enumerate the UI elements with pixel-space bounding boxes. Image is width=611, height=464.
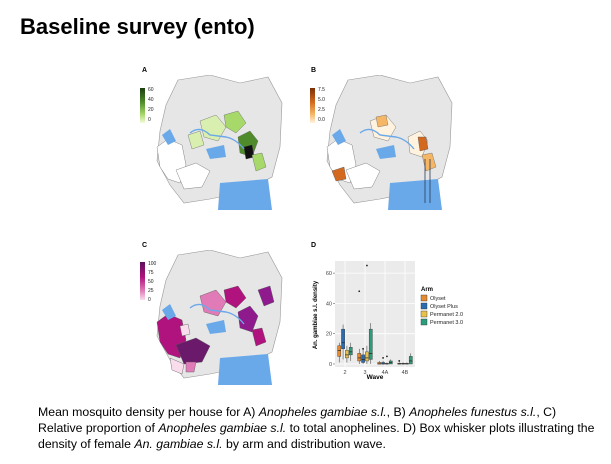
box	[337, 345, 342, 357]
box	[357, 353, 362, 362]
box	[368, 328, 373, 360]
legend-tick-c-4: 25	[148, 288, 154, 294]
map-c	[140, 250, 283, 385]
box-permanet-3-0-wave-2	[348, 342, 353, 361]
legend-entry: Olyset Plus	[430, 304, 458, 310]
outlier-point	[398, 360, 401, 362]
box-permanet-3-0-wave-4a	[388, 359, 393, 365]
y-tick-label: 0	[329, 362, 332, 368]
legend-tick-c-2: 75	[148, 270, 154, 276]
box-permanet-3-0-wave-4b	[408, 353, 413, 365]
legend-tick-b-3: 2.5	[318, 107, 325, 113]
outlier-point	[382, 357, 384, 359]
box-permanet-2-0-wave-2	[345, 345, 349, 363]
y-tick-label: 20	[326, 332, 332, 338]
legend-colorbar-a	[140, 88, 145, 123]
legend-tick-a-4: 0	[148, 117, 151, 123]
caption-part: Mean mosquito density per house for A)	[38, 405, 259, 419]
caption-part: Anopheles gambiae s.l.	[158, 421, 287, 435]
panel-label-c: C	[142, 242, 148, 249]
caption-part: Anopheles gambiae s.l.	[258, 405, 387, 419]
legend-tick-b-1: 7.5	[318, 87, 325, 93]
box-olyset-plus-wave-3	[361, 348, 365, 364]
box	[361, 354, 365, 363]
caption-part: An. gambiae s.l.	[134, 437, 223, 451]
x-axis-label: Wave	[367, 374, 384, 381]
outlier-point	[362, 347, 364, 350]
figure-caption: Mean mosquito density per house for A) A…	[38, 404, 598, 452]
legend-swatch	[420, 294, 428, 302]
caption-part: Anopheles funestus s.l.	[409, 405, 537, 419]
panel-label-a: A	[142, 67, 148, 74]
box	[345, 350, 349, 359]
box-olyset-plus-wave-2	[341, 324, 345, 360]
legend-tick-c-3: 50	[148, 279, 154, 285]
legend-colorbar-c	[140, 262, 145, 300]
legend-swatch	[420, 302, 428, 310]
box	[365, 351, 369, 362]
slide-title: Baseline survey (ento)	[20, 14, 255, 39]
x-tick-label: 2	[343, 370, 346, 376]
box-olyset-wave-4b	[397, 362, 402, 365]
legend-swatch	[420, 310, 428, 318]
y-axis-label: An. gambiae s.l. density	[313, 280, 319, 349]
legend-title: Arm	[421, 287, 433, 293]
box-olyset-wave-2	[337, 342, 342, 363]
box-olyset-wave-3	[357, 348, 362, 364]
map-a	[140, 75, 283, 210]
caption-part: , B)	[386, 405, 410, 419]
box	[348, 347, 353, 356]
box-olyset-plus-wave-4a	[381, 360, 385, 365]
map-b	[310, 75, 453, 210]
box-permanet-3-0-wave-3	[368, 323, 373, 364]
y-tick-label: 60	[326, 271, 332, 277]
y-tick-label: 40	[326, 301, 332, 307]
caption-part: by arm and distribution wave.	[222, 437, 386, 451]
legend-tick-a-2: 40	[148, 97, 154, 103]
outlier-point	[358, 290, 361, 293]
legend-tick-c-1: 100	[148, 261, 157, 267]
box-olyset-plus-wave-4b	[401, 362, 405, 365]
plot-panel	[335, 261, 415, 367]
legend-entry: Permanet 2.0	[430, 312, 463, 318]
x-tick-label: 4B	[402, 370, 409, 376]
panel-label-d: D	[311, 242, 317, 249]
box	[408, 356, 413, 365]
box-permanet-2-0-wave-3	[365, 345, 369, 364]
legend-swatch	[420, 318, 428, 326]
legend-tick-a-1: 60	[148, 87, 154, 93]
box-permanet-2-0-wave-4a	[385, 362, 389, 365]
panel-label-b: B	[311, 67, 317, 74]
legend-colorbar-b	[310, 88, 315, 123]
legend-tick-c-5: 0	[148, 297, 151, 303]
caption-part: , C) Relative proportion of	[38, 405, 557, 435]
caption-part: to total anophelines. D) Box whisker plo…	[38, 421, 595, 451]
legend-tick-b-4: 0.0	[318, 117, 325, 123]
outlier-point	[366, 264, 368, 267]
box	[341, 328, 345, 350]
outlier-point	[386, 355, 388, 358]
x-tick-label: 4A	[382, 370, 389, 376]
legend-entry: Permanet 3.0	[430, 320, 463, 326]
legend-tick-a-3: 20	[148, 107, 154, 113]
box-olyset-wave-4a	[377, 360, 382, 365]
x-tick-label: 3	[363, 370, 366, 376]
legend-tick-b-2: 5.0	[318, 97, 325, 103]
box-permanet-2-0-wave-4b	[405, 362, 409, 365]
legend-entry: Olyset	[430, 296, 446, 302]
